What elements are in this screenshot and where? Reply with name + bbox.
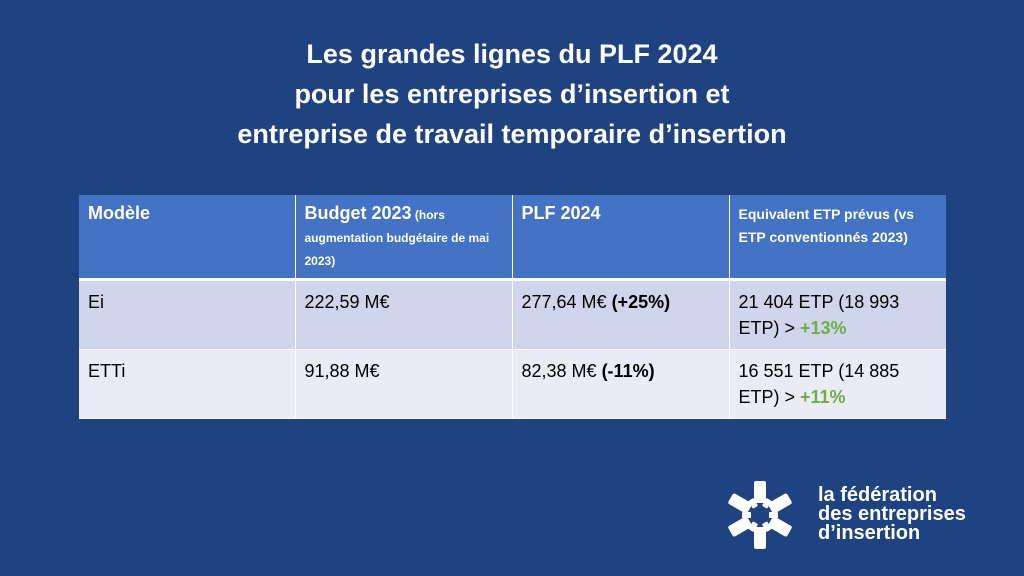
table-row: ETTi 91,88 M€ 82,38 M€ (-11%) 16 551 ETP… [79,349,946,419]
slide-title: Les grandes lignes du PLF 2024 pour les … [0,34,1024,154]
plf-change: (+25%) [611,292,671,312]
logo-line-2: des entreprises [818,503,966,525]
asterisk-star-icon [728,481,792,549]
header-etp: Equivalent ETP prévus (vs ETP convention… [729,195,946,281]
plf-change: (-11%) [601,361,655,381]
logo-line-3: d’insertion [818,522,921,544]
cell-plf: 82,38 M€ (-11%) [512,349,730,419]
etp-change: +13% [800,318,847,338]
cell-model: Ei [79,279,296,350]
table-header-row: Modèle Budget 2023 (hors augmentation bu… [79,195,946,281]
title-line-2: pour les entreprises d’insertion et [294,79,730,109]
title-line-3: entreprise de travail temporaire d’inser… [237,119,787,149]
cell-plf: 277,64 M€ (+25%) [512,279,730,350]
title-line-1: Les grandes lignes du PLF 2024 [306,39,718,69]
cell-budget: 91,88 M€ [295,349,513,419]
cell-model: ETTi [79,349,296,419]
cell-etp: 16 551 ETP (14 885 ETP) > +11% [729,349,946,419]
table-row: Ei 222,59 M€ 277,64 M€ (+25%) 21 404 ETP… [79,279,946,350]
header-budget-note: (hors augmentation budgétaire de mai 202… [304,208,490,268]
etp-change: +11% [800,387,846,407]
logo-line-1: la fédération [818,484,937,506]
header-model: Modèle [79,195,296,281]
cell-etp: 21 404 ETP (18 993 ETP) > +13% [729,279,946,350]
logo-text: la fédération des entreprises d’insertio… [818,484,966,544]
header-budget: Budget 2023 (hors augmentation budgétair… [295,195,513,281]
header-plf: PLF 2024 [512,195,730,281]
cell-budget: 222,59 M€ [295,279,513,350]
budget-table: Modèle Budget 2023 (hors augmentation bu… [79,195,946,419]
federation-logo: la fédération des entreprises d’insertio… [710,480,1010,550]
